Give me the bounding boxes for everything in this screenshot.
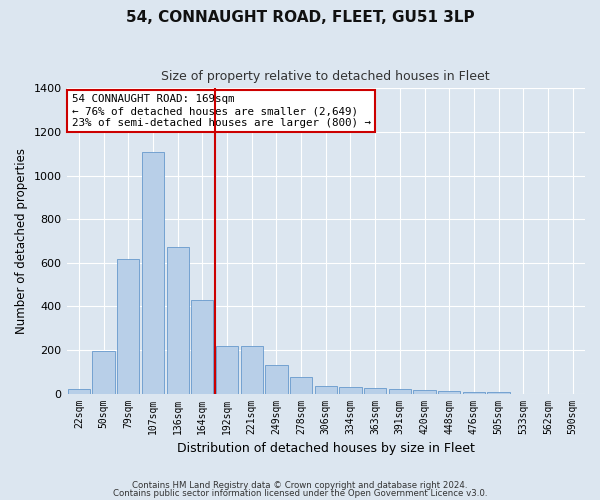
Bar [487,392,510,394]
Bar [265,365,287,394]
Bar [167,248,189,394]
X-axis label: Distribution of detached houses by size in Fleet: Distribution of detached houses by size … [177,442,475,455]
Bar [142,152,164,394]
Text: 54 CONNAUGHT ROAD: 169sqm
← 76% of detached houses are smaller (2,649)
23% of se: 54 CONNAUGHT ROAD: 169sqm ← 76% of detac… [72,94,371,128]
Text: Contains HM Land Registry data © Crown copyright and database right 2024.: Contains HM Land Registry data © Crown c… [132,481,468,490]
Bar [389,389,411,394]
Bar [314,386,337,394]
Bar [117,260,139,394]
Text: Contains public sector information licensed under the Open Government Licence v3: Contains public sector information licen… [113,488,487,498]
Bar [413,390,436,394]
Bar [463,392,485,394]
Bar [68,389,90,394]
Bar [191,300,214,394]
Title: Size of property relative to detached houses in Fleet: Size of property relative to detached ho… [161,70,490,83]
Bar [216,346,238,394]
Bar [364,388,386,394]
Bar [340,387,362,394]
Y-axis label: Number of detached properties: Number of detached properties [15,148,28,334]
Text: 54, CONNAUGHT ROAD, FLEET, GU51 3LP: 54, CONNAUGHT ROAD, FLEET, GU51 3LP [125,10,475,25]
Bar [241,346,263,394]
Bar [438,392,460,394]
Bar [290,377,312,394]
Bar [92,351,115,394]
